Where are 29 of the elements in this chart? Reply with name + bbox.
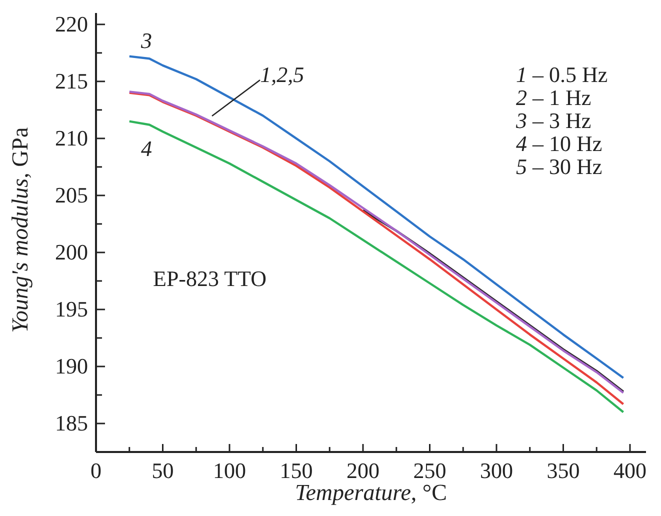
x-tick-label: 0: [90, 458, 102, 483]
x-tick-label: 400: [613, 458, 646, 483]
x-tick-label: 250: [413, 458, 446, 483]
y-tick-label: 210: [55, 125, 88, 150]
annotation: 1,2,5: [260, 62, 304, 88]
x-tick-label: 150: [280, 458, 313, 483]
x-tick-label: 350: [546, 458, 580, 483]
y-tick-label: 205: [55, 182, 88, 208]
x-tick-label: 100: [212, 458, 246, 483]
y-tick-label: 200: [55, 239, 88, 264]
annotation: 1 – 0.5 Hz: [516, 62, 608, 87]
annotation: 3: [141, 28, 152, 54]
y-tick-label: 190: [55, 353, 88, 378]
annotation: 4: [141, 136, 152, 162]
annotation: 2 – 1 Hz: [516, 85, 592, 110]
line-series: [362, 209, 624, 393]
y-tick-label: 215: [55, 68, 88, 94]
x-axis-title: Temperature, °C: [295, 480, 447, 505]
y-tick-label: 185: [55, 410, 88, 436]
annotation: 3 – 3 Hz: [516, 108, 592, 133]
x-tick-label: 200: [346, 458, 380, 483]
x-tick-label: 50: [152, 458, 174, 483]
annotation: 4 – 10 Hz: [516, 131, 602, 156]
annotation: 5 – 30 Hz: [516, 154, 602, 179]
y-tick-label: 220: [55, 11, 88, 36]
y-tick-label: 195: [55, 296, 88, 322]
annotation: EP-823 TTO: [153, 266, 266, 292]
y-axis-title: Young's modulus, GPa: [8, 127, 34, 333]
x-tick-label: 300: [480, 458, 513, 483]
